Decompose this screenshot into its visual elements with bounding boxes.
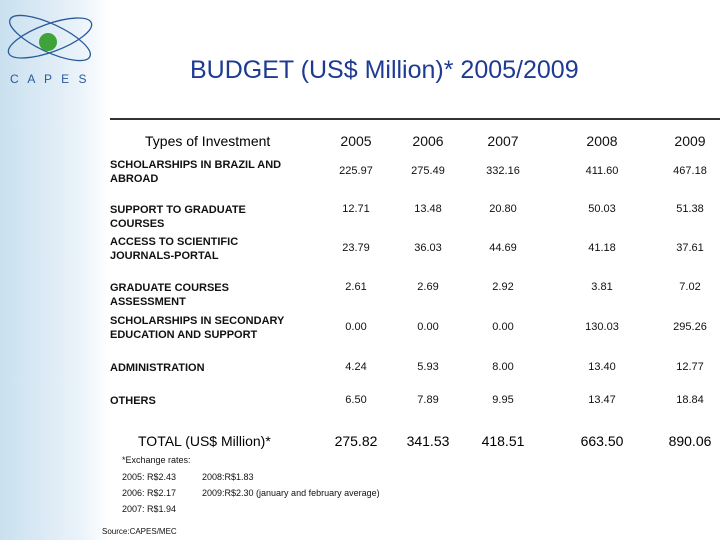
cell: 3.81 [591, 281, 613, 293]
cell: 12.71 [342, 203, 370, 215]
cell: 13.40 [588, 361, 616, 373]
cell: 20.80 [489, 203, 517, 215]
cell: 467.18 [673, 165, 707, 177]
cell: 41.18 [588, 242, 616, 254]
row-label: SCHOLARSHIPS IN BRAZIL AND ABROAD [110, 159, 282, 185]
total-cell: 890.06 [668, 433, 712, 449]
total-cell: 275.82 [334, 433, 378, 449]
cell: 36.03 [414, 242, 442, 254]
cell: 37.61 [676, 242, 704, 254]
cell: 13.48 [414, 203, 442, 215]
column-header: Types of Investment [145, 133, 271, 149]
cell: 13.47 [588, 394, 616, 406]
row-label: GRADUATE COURSES ASSESSMENT [110, 282, 229, 308]
column-header: 2006 [412, 133, 444, 149]
cell: 2.69 [417, 281, 439, 293]
total-cell: 418.51 [481, 433, 525, 449]
cell: 2.92 [492, 281, 514, 293]
row-label: SUPPORT TO GRADUATE COURSES [110, 204, 246, 230]
cell: 9.95 [492, 394, 514, 406]
cell: 7.02 [679, 281, 701, 293]
cell: 130.03 [585, 321, 619, 333]
exchange-rate: 2008:R$1.83 [202, 472, 254, 482]
row-label: ADMINISTRATION [110, 362, 205, 374]
cell: 12.77 [676, 361, 704, 373]
cell: 225.97 [339, 165, 373, 177]
total-cell: 341.53 [406, 433, 450, 449]
column-header: 2009 [674, 133, 706, 149]
row-label: ACCESS TO SCIENTIFIC JOURNALS-PORTAL [110, 236, 239, 262]
cell: 295.26 [673, 321, 707, 333]
column-header: 2005 [340, 133, 372, 149]
exchange-rate: 2009:R$2.30 (january and february averag… [202, 488, 380, 498]
cell: 0.00 [345, 321, 367, 333]
table-rule [110, 118, 720, 120]
logo-text: C A P E S [10, 72, 90, 86]
cell: 23.79 [342, 242, 370, 254]
cell: 411.60 [585, 165, 619, 177]
source: Source:CAPES/MEC [102, 527, 177, 536]
cell: 7.89 [417, 394, 439, 406]
total-cell: 663.50 [580, 433, 624, 449]
note-heading: *Exchange rates: [122, 455, 191, 465]
cell: 18.84 [676, 394, 704, 406]
cell: 4.24 [345, 361, 367, 373]
column-header: 2008 [586, 133, 618, 149]
cell: 0.00 [417, 321, 439, 333]
cell: 2.61 [345, 281, 367, 293]
logo [7, 14, 93, 62]
side-strip [0, 0, 110, 540]
exchange-rate: 2005: R$2.43 [122, 472, 177, 482]
cell: 6.50 [345, 394, 367, 406]
cell: 0.00 [492, 321, 514, 333]
row-label: SCHOLARSHIPS IN SECONDARY EDUCATION AND … [110, 315, 285, 341]
exchange-rate: 2006: R$2.17 [122, 488, 177, 498]
cell: 51.38 [676, 203, 704, 215]
cell: 44.69 [489, 242, 517, 254]
total-label: TOTAL (US$ Million)* [138, 433, 271, 449]
title: BUDGET (US$ Million)* 2005/2009 [190, 56, 579, 84]
cell: 332.16 [486, 165, 520, 177]
cell: 50.03 [588, 203, 616, 215]
cell: 275.49 [411, 165, 445, 177]
row-label: OTHERS [110, 395, 156, 407]
column-header: 2007 [487, 133, 519, 149]
cell: 8.00 [492, 361, 514, 373]
exchange-rate: 2007: R$1.94 [122, 504, 177, 514]
cell: 5.93 [417, 361, 439, 373]
